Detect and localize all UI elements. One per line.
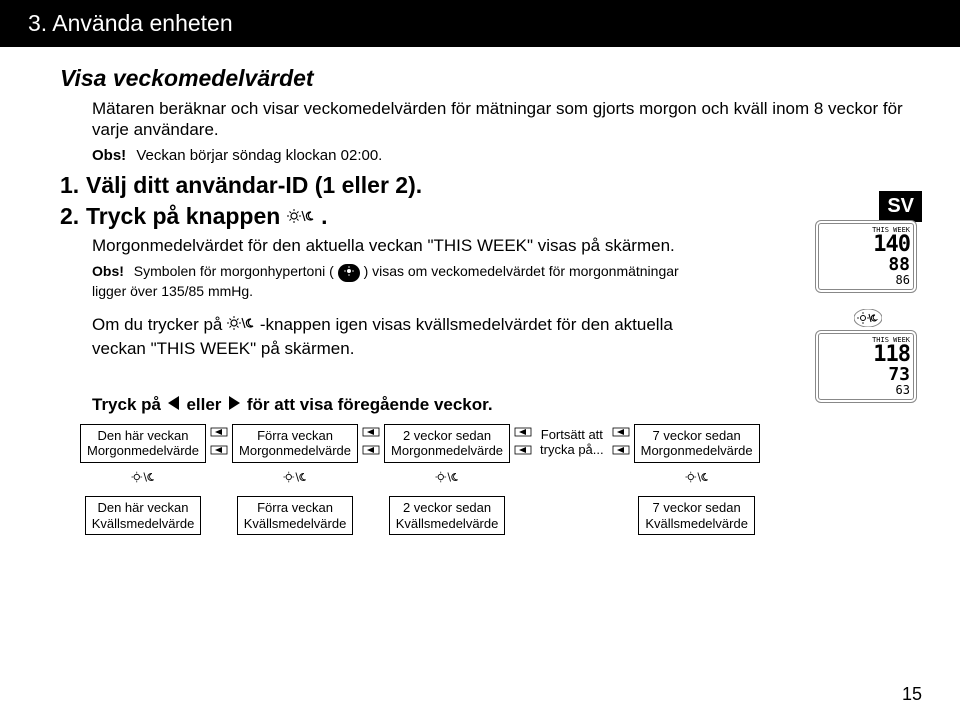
- nav-mid: eller: [186, 395, 226, 414]
- morning-hypertension-icon: [338, 264, 360, 282]
- header-title: 3. Använda enheten: [28, 10, 233, 36]
- left-arrow-icon: [612, 442, 630, 460]
- flow-continue: Fortsätt att trycka på...: [536, 424, 608, 461]
- left-arrow-icon: [362, 424, 380, 442]
- obs2-label: Obs!: [92, 263, 124, 279]
- flow-two-weeks-e: 2 veckor sedan Kvällsmedelvärde: [389, 496, 506, 535]
- flow-seven-weeks-m: 7 veckor sedan Morgonmedelvärde: [634, 424, 760, 463]
- left-arrow-icon: [210, 442, 228, 460]
- sun-moon-icon: [434, 469, 460, 490]
- device-screen-morning: THIS WEEK 140 88 86: [818, 223, 914, 290]
- sun-moon-icon: [684, 469, 710, 490]
- nav-after: för att visa föregående veckor.: [247, 395, 493, 414]
- obs1-text: Veckan börjar söndag klockan 02:00.: [136, 147, 382, 164]
- sun-moon-icon: [287, 204, 315, 231]
- step-2: 2. Tryck på knappen .: [60, 203, 910, 231]
- obs1-label: Obs!: [92, 147, 126, 164]
- repeat-text: Om du trycker på -knappen igen visas kvä…: [92, 314, 702, 359]
- sun-moon-icon: [854, 309, 882, 332]
- left-arrow-icon: [514, 442, 532, 460]
- flow-diagram: Den här veckan Morgonmedelvärde Den här …: [80, 424, 910, 535]
- step-1: 1. Välj ditt användar-ID (1 eller 2).: [60, 172, 910, 199]
- obs2-before: Symbolen för morgonhypertoni (: [134, 263, 334, 279]
- screen2-sys: 118: [822, 344, 910, 366]
- nav-before: Tryck på: [92, 395, 166, 414]
- nav-instruction: Tryck på eller för att visa föregående v…: [92, 395, 910, 416]
- page-number: 15: [902, 684, 922, 705]
- left-arrow-icon: [362, 442, 380, 460]
- screen1-pulse: 86: [822, 274, 910, 286]
- left-arrow-icon: [612, 424, 630, 442]
- language-tag: SV: [879, 191, 922, 222]
- section-header: 3. Använda enheten: [0, 0, 960, 47]
- sun-moon-icon: [282, 469, 308, 490]
- left-arrow-icon: [166, 395, 182, 416]
- step2-body: Morgonmedelvärdet för den aktuella vecka…: [92, 235, 702, 256]
- step1-text: Välj ditt användar-ID (1 eller 2).: [86, 172, 422, 199]
- flow-last-week-m: Förra veckan Morgonmedelvärde: [232, 424, 358, 463]
- flow-this-week-m: Den här veckan Morgonmedelvärde: [80, 424, 206, 463]
- screen1-dia: 88: [822, 256, 910, 274]
- screen2-pulse: 63: [822, 384, 910, 396]
- left-arrow-icon: [514, 424, 532, 442]
- left-arrow-icon: [210, 424, 228, 442]
- repeat-before: Om du trycker på: [92, 315, 227, 334]
- flow-two-weeks-m: 2 veckor sedan Morgonmedelvärde: [384, 424, 510, 463]
- flow-last-week-e: Förra veckan Kvällsmedelvärde: [237, 496, 354, 535]
- flow-this-week-e: Den här veckan Kvällsmedelvärde: [85, 496, 202, 535]
- step1-num: 1.: [60, 172, 86, 199]
- step2-text: Tryck på knappen .: [86, 203, 327, 231]
- step2-after: .: [321, 203, 327, 229]
- device-screen-evening: THIS WEEK 118 73 63: [818, 333, 914, 400]
- right-arrow-icon: [226, 395, 242, 416]
- intro-text: Mätaren beräknar och visar veckomedelvär…: [92, 98, 910, 141]
- sun-moon-icon: [227, 314, 255, 337]
- obs-line-1: Obs! Veckan börjar söndag klockan 02:00.: [92, 147, 910, 164]
- screen1-sys: 140: [822, 234, 910, 256]
- screen2-dia: 73: [822, 366, 910, 384]
- step2-before: Tryck på knappen: [86, 203, 287, 229]
- subtitle: Visa veckomedelvärdet: [60, 65, 910, 92]
- step2-num: 2.: [60, 203, 86, 230]
- flow-seven-weeks-e: 7 veckor sedan Kvällsmedelvärde: [638, 496, 755, 535]
- sun-moon-icon: [130, 469, 156, 490]
- obs-line-2: Obs! Symbolen för morgonhypertoni ( ) vi…: [92, 262, 702, 300]
